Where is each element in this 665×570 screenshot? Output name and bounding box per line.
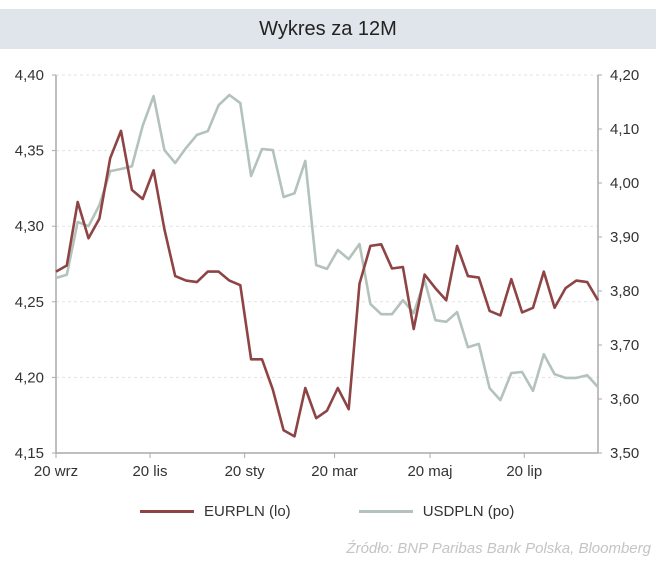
y-right-tick-label: 3,90 [610, 229, 639, 246]
chart-title-bar: Wykres za 12M [0, 9, 656, 49]
chart-title: Wykres za 12M [259, 17, 397, 40]
series-line-usdpln [55, 93, 599, 402]
y-left-tick-label: 4,25 [15, 294, 44, 311]
legend-item-usdpln: USDPLN (po) [358, 503, 515, 520]
y-right-tick-label: 4,00 [610, 175, 639, 192]
legend-label-usdpln: USDPLN (po) [422, 503, 515, 520]
y-right-tick-label: 3,70 [610, 337, 639, 354]
x-tick-label: 20 lip [506, 463, 542, 480]
x-tick-label: 20 maj [407, 463, 452, 480]
source-note: Źródło: BNP Paribas Bank Polska, Bloombe… [346, 540, 651, 557]
y-left-tick-label: 4,20 [15, 369, 44, 386]
legend-label-eurpln: EURPLN (lo) [204, 503, 291, 520]
legend: EURPLN (lo) USDPLN (po) [140, 503, 582, 520]
line-chart: 4,15 4,20 4,25 4,30 4,35 4,40 3,50 3,60 3,70 3,80… [15, 67, 639, 480]
legend-swatch-eurpln [140, 510, 194, 513]
x-tick-label: 20 sty [225, 463, 266, 480]
y-right-tick-label: 3,80 [610, 283, 639, 300]
series-line-eurpln [55, 129, 600, 438]
x-tick-label: 20 mar [311, 463, 358, 480]
x-tick-label: 20 lis [132, 463, 167, 480]
y-right-tick-label: 4,20 [610, 67, 639, 84]
y-right-tick-label: 3,50 [610, 445, 639, 462]
y-right-tick-label: 4,10 [610, 121, 639, 138]
y-left-tick-label: 4,35 [15, 143, 44, 160]
y-right-tick-label: 3,60 [610, 391, 639, 408]
x-tick-label: 20 wrz [34, 463, 78, 480]
y-left-tick-label: 4,40 [15, 67, 44, 84]
legend-swatch-usdpln [358, 510, 413, 513]
legend-item-eurpln: EURPLN (lo) [140, 503, 291, 520]
y-left-tick-label: 4,30 [15, 218, 44, 235]
y-left-tick-label: 4,15 [15, 445, 44, 462]
